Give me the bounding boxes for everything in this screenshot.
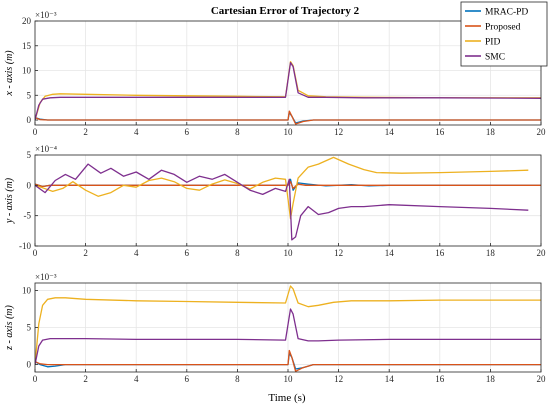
y-axis-label: y - axis (m) [4, 177, 15, 224]
x-tick-label: 14 [385, 248, 395, 258]
x-tick-label: 16 [435, 248, 445, 258]
x-tick-label: 12 [334, 127, 343, 137]
legend-label: MRAC-PD [485, 8, 528, 18]
y-tick-label: 0 [27, 115, 32, 125]
x-tick-label: 18 [486, 127, 496, 137]
x-tick-label: 0 [33, 374, 38, 384]
x-tick-label: 20 [537, 127, 547, 137]
x-tick-label: 20 [537, 374, 547, 384]
y-tick-label: 15 [22, 41, 32, 51]
x-tick-label: 8 [235, 374, 240, 384]
x-tick-label: 16 [435, 127, 445, 137]
series-group [35, 156, 541, 241]
x-tick-label: 10 [284, 127, 294, 137]
y-axis-label: z - axis (m) [4, 304, 15, 350]
series-line-pid [35, 156, 529, 220]
x-tick-label: 6 [185, 127, 190, 137]
x-tick-label: 0 [33, 248, 38, 258]
axis-exponent: ×10⁻³ [35, 272, 57, 282]
y-tick-label: 0 [27, 360, 32, 370]
x-tick-label: 0 [33, 127, 38, 137]
x-tick-label: 14 [385, 127, 395, 137]
series-line-smc [35, 163, 529, 241]
y-tick-label: 5 [27, 323, 32, 333]
y-tick-label: -5 [24, 211, 32, 221]
x-axis-label: Time (s) [268, 392, 306, 404]
x-tick-label: 8 [235, 127, 240, 137]
x-tick-label: 10 [284, 248, 294, 258]
y-tick-label: 10 [22, 285, 32, 295]
legend-label: Proposed [485, 23, 521, 33]
x-tick-label: 16 [435, 374, 445, 384]
x-tick-label: 12 [334, 248, 343, 258]
x-tick-label: 2 [83, 374, 88, 384]
x-tick-label: 18 [486, 248, 496, 258]
series-group [35, 285, 541, 372]
y-tick-label: 5 [27, 150, 32, 160]
x-tick-label: 8 [235, 248, 240, 258]
axis-exponent: ×10⁻³ [35, 10, 57, 20]
x-tick-label: 12 [334, 374, 343, 384]
x-tick-label: 10 [284, 374, 294, 384]
y-tick-label: 10 [22, 66, 32, 76]
x-tick-label: 4 [134, 374, 139, 384]
x-tick-label: 18 [486, 374, 496, 384]
legend: MRAC-PD Proposed PID SMC [460, 1, 548, 67]
series-group [35, 60, 541, 125]
x-tick-label: 20 [537, 248, 547, 258]
series-line-proposed [35, 110, 541, 125]
y-axis-label: x - axis (m) [4, 50, 15, 97]
axis-exponent: ×10⁻⁴ [35, 144, 57, 154]
x-tick-label: 14 [385, 374, 395, 384]
x-tick-label: 6 [185, 374, 190, 384]
x-tick-label: 4 [134, 127, 139, 137]
legend-label: PID [485, 38, 500, 48]
y-tick-label: 0 [27, 180, 32, 190]
legend-label: SMC [485, 53, 505, 63]
x-tick-label: 4 [134, 248, 139, 258]
x-tick-label: 2 [83, 127, 88, 137]
x-tick-label: 2 [83, 248, 88, 258]
y-tick-label: 20 [22, 16, 32, 26]
figure-title: Cartesian Error of Trajectory 2 [211, 5, 360, 17]
subplot-2: 0 2 4 6 8 10 12 14 16 18 20 -10 -5 0 5×10⁻⁴ y - axis (m… [4, 144, 546, 258]
series-line-pid [35, 285, 541, 365]
x-tick-label: 6 [185, 248, 190, 258]
series-line-smc [35, 308, 541, 365]
y-tick-label: -10 [19, 241, 31, 251]
series-line-smc [35, 61, 541, 121]
y-tick-label: 5 [27, 90, 32, 100]
series-line-proposed [35, 349, 541, 372]
